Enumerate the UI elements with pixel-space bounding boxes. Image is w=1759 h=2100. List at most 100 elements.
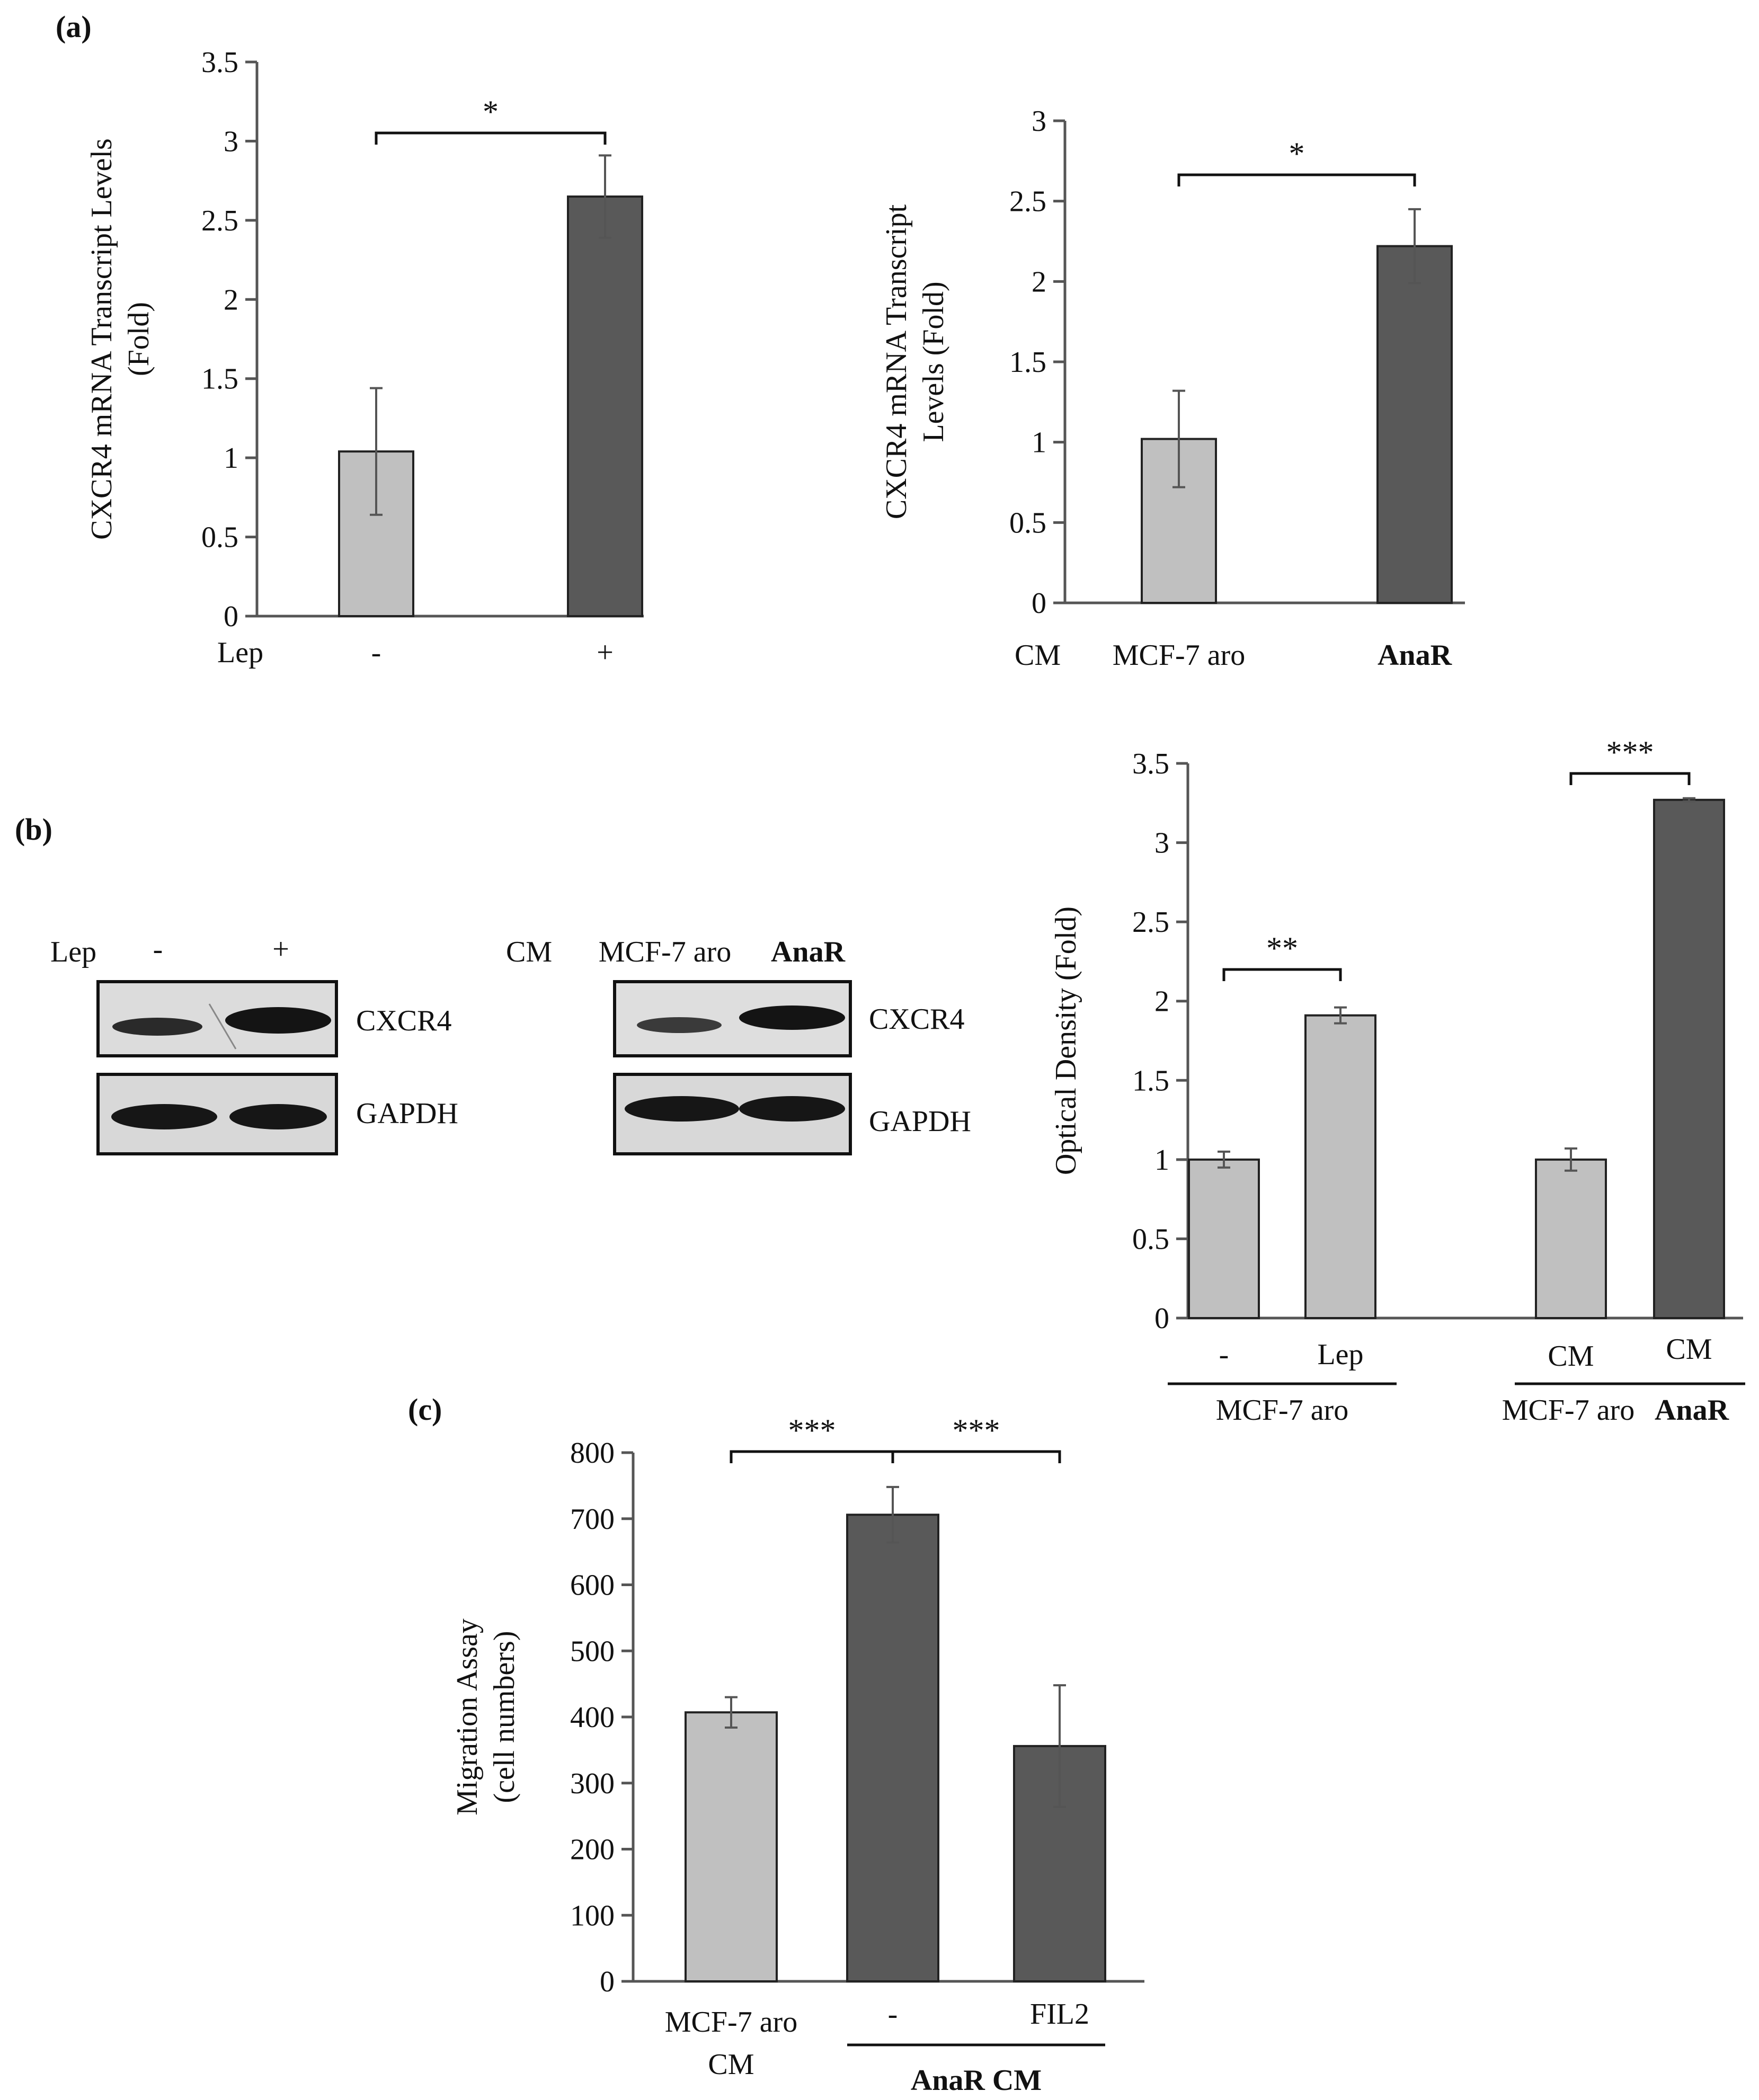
chart-a-left: 0 0.5 1 1.5 2 2.5 3 3.5 CXCR4 mRNA Transcript Le… <box>85 46 644 669</box>
panel-label-b: (b) <box>15 812 52 847</box>
y-tick-label: 300 <box>570 1767 615 1800</box>
blot-right-lane-1: MCF-7 aro <box>599 936 731 968</box>
significance-label: ** <box>1266 931 1298 966</box>
blot-left-gapdh-band-1 <box>111 1104 217 1129</box>
bar <box>846 1514 939 1982</box>
x-category-label: + <box>597 636 614 669</box>
blot-left-cxcr4-band-2 <box>225 1007 331 1034</box>
bar <box>1376 245 1453 604</box>
bar <box>1535 1158 1607 1320</box>
y-tick-label: 2 <box>224 283 238 316</box>
western-blot-left: Lep - + CXCR4 GAPDH <box>50 933 458 1155</box>
y-tick-label: 1 <box>1032 426 1046 459</box>
blot-right-cxcr4-band-1 <box>637 1017 722 1033</box>
blot-right-lane-2: AnaR <box>771 936 846 968</box>
blot-right-cxcr4-band-2 <box>739 1005 845 1030</box>
significance-bracket <box>375 131 607 145</box>
y-tick-label: 400 <box>570 1701 615 1734</box>
x-category-label: FIL2 <box>1030 1998 1089 2031</box>
significance-label: *** <box>953 1413 1000 1448</box>
panel-label-a: (a) <box>56 10 92 44</box>
y-tick-label: 3 <box>1032 105 1046 138</box>
y-tick-label: 2 <box>1154 985 1169 1018</box>
y-tick-label: 100 <box>570 1899 615 1932</box>
blot-right-label-cxcr4: CXCR4 <box>869 1003 965 1036</box>
y-tick-label: 500 <box>570 1635 615 1668</box>
blot-left-label-gapdh: GAPDH <box>356 1097 458 1130</box>
chart-b-optical-density: 0 0.5 1 1.5 2 2.5 3 3.5 Optical Density (Fold) - L… <box>1050 735 1745 1427</box>
blot-right-row-label: CM <box>506 936 552 968</box>
significance-label: *** <box>788 1413 836 1448</box>
y-tick-label: 3.5 <box>1132 748 1169 780</box>
y-tick-label: 0 <box>1032 587 1046 620</box>
blot-left-cxcr4-band-1 <box>112 1018 202 1036</box>
y-tick-label: 0.5 <box>1132 1223 1169 1256</box>
y-tick-label: 2 <box>1032 265 1046 298</box>
y-tick-label: 2.5 <box>201 204 238 237</box>
group-label: MCF-7 aro <box>1502 1394 1634 1427</box>
blot-left-row-label: Lep <box>50 936 96 968</box>
bar <box>1304 1014 1376 1319</box>
y-axis-label: CXCR4 mRNA Transcript Levels <box>85 138 118 540</box>
western-blot-right: CM MCF-7 aro AnaR CXCR4 GAPDH <box>506 936 971 1155</box>
y-tick-label: 3.5 <box>201 46 238 79</box>
significance-label: * <box>1289 136 1305 171</box>
blot-left-lane-1: - <box>153 933 163 966</box>
y-axis-label: CXCR4 mRNA Transcript <box>880 204 913 519</box>
bar <box>567 195 643 617</box>
significance-bracket <box>1222 968 1342 981</box>
y-axis-label: (Fold) <box>122 302 155 376</box>
y-axis-label: Optical Density (Fold) <box>1050 906 1082 1175</box>
significance-bracket <box>891 1450 1061 1463</box>
blot-left-gapdh-band-2 <box>229 1104 327 1129</box>
bar <box>1653 798 1725 1319</box>
group-label: MCF-7 aro <box>1216 1394 1348 1427</box>
y-tick-label: 2.5 <box>1132 906 1169 939</box>
x-category-label: MCF-7 aro <box>1113 639 1245 672</box>
x-row-label: CM <box>1015 639 1061 672</box>
y-tick-label: 1 <box>224 442 238 475</box>
x-category-label: - <box>1219 1338 1229 1371</box>
x-category-label: CM <box>1666 1333 1712 1366</box>
blot-left-lane-2: + <box>272 933 289 966</box>
y-tick-label: 0 <box>1154 1302 1169 1335</box>
panel-label-c: (c) <box>408 1392 442 1427</box>
group-label: AnaR <box>1655 1394 1729 1427</box>
group-label: AnaR CM <box>911 2064 1042 2097</box>
y-tick-label: 0.5 <box>201 521 238 554</box>
y-tick-label: 0 <box>224 600 238 633</box>
y-tick-label: 3 <box>224 125 238 158</box>
x-category-label: - <box>371 636 381 669</box>
y-tick-label: 600 <box>570 1569 615 1602</box>
bar <box>685 1711 778 1983</box>
significance-bracket <box>730 1450 894 1463</box>
y-tick-label: 200 <box>570 1834 615 1866</box>
blot-right-gapdh-band-2 <box>739 1096 845 1122</box>
blot-left-label-cxcr4: CXCR4 <box>356 1004 452 1037</box>
x-category-label: - <box>888 1998 898 2031</box>
y-axis-label: (cell numbers) <box>488 1631 521 1803</box>
y-tick-label: 2.5 <box>1009 185 1046 218</box>
y-tick-label: 800 <box>570 1437 615 1470</box>
y-tick-label: 1.5 <box>1009 346 1046 379</box>
significance-label: * <box>483 94 499 129</box>
x-category-label: MCF-7 aro CM <box>665 2006 797 2081</box>
chart-a-right: 0 0.5 1 1.5 2 2.5 3 CXCR4 mRNA Transcript Levels… <box>880 105 1465 672</box>
bar <box>1188 1158 1260 1320</box>
x-row-label: Lep <box>217 636 263 669</box>
y-tick-label: 1.5 <box>1132 1064 1169 1097</box>
x-category-label: AnaR <box>1378 639 1452 672</box>
y-tick-label: 3 <box>1154 827 1169 860</box>
y-tick-label: 0.5 <box>1009 506 1046 539</box>
y-axis-label: Migration Assay <box>451 1618 484 1816</box>
x-category-label: Lep <box>1317 1338 1363 1371</box>
y-tick-label: 1.5 <box>201 363 238 396</box>
y-axis-label: Levels (Fold) <box>917 281 950 442</box>
y-tick-label: 1 <box>1154 1144 1169 1177</box>
significance-label: *** <box>1606 735 1654 770</box>
significance-bracket <box>1569 772 1691 785</box>
blot-right-label-gapdh: GAPDH <box>869 1105 971 1138</box>
x-category-label: CM <box>1548 1340 1594 1373</box>
significance-bracket <box>1177 173 1416 186</box>
